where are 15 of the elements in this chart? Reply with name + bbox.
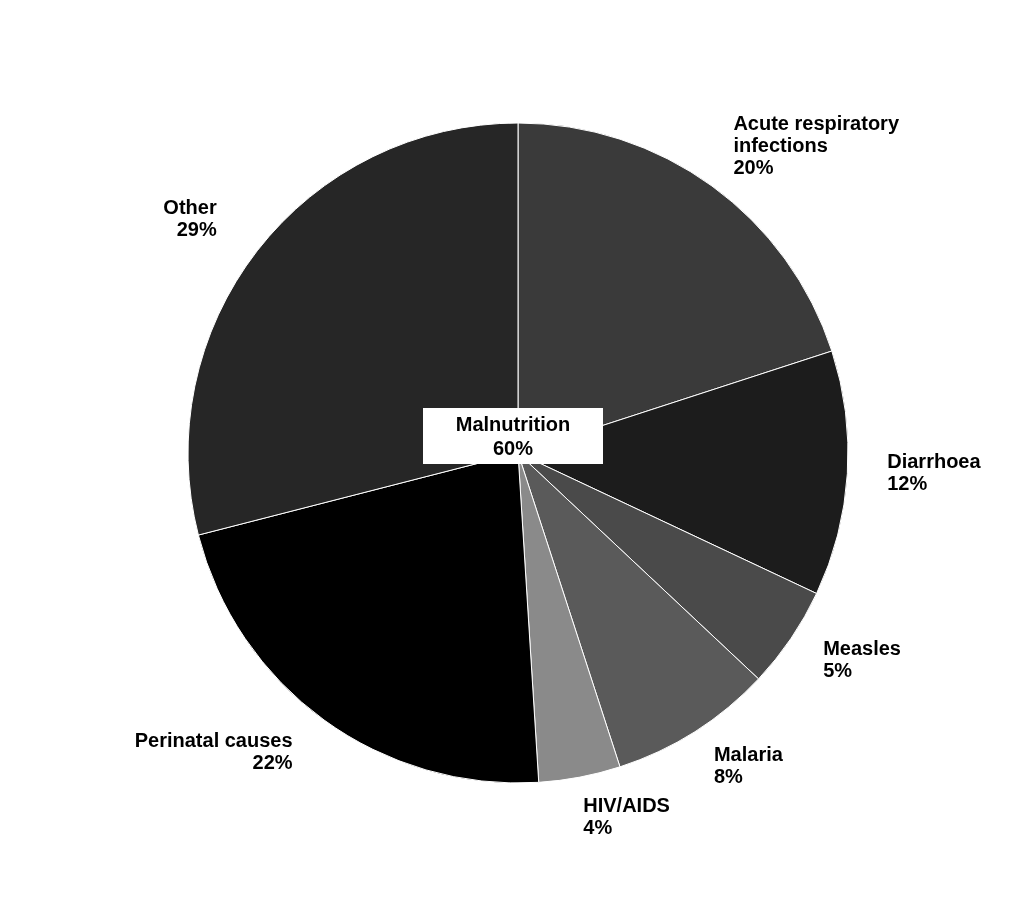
slice-label: Diarrhoea [887, 449, 982, 472]
text: Malnutrition 60% [454, 412, 572, 460]
slice-label: Perinatal causes [134, 729, 293, 752]
slice-label: Measles [823, 636, 901, 659]
data-label: 4% [583, 816, 613, 839]
data-label: 20% [733, 155, 774, 178]
data-label: 8% [713, 764, 744, 787]
slice-label: HIV/AIDS [583, 794, 670, 817]
data-label: 12% [887, 471, 928, 494]
data-label: 5% [823, 658, 853, 681]
data-label: 29% [176, 218, 217, 241]
data-label: 22% [252, 751, 293, 774]
slice-label: Acute respiratory infections [733, 111, 900, 156]
slice-label: Malaria [713, 742, 784, 765]
slice-label: Other [163, 196, 217, 219]
